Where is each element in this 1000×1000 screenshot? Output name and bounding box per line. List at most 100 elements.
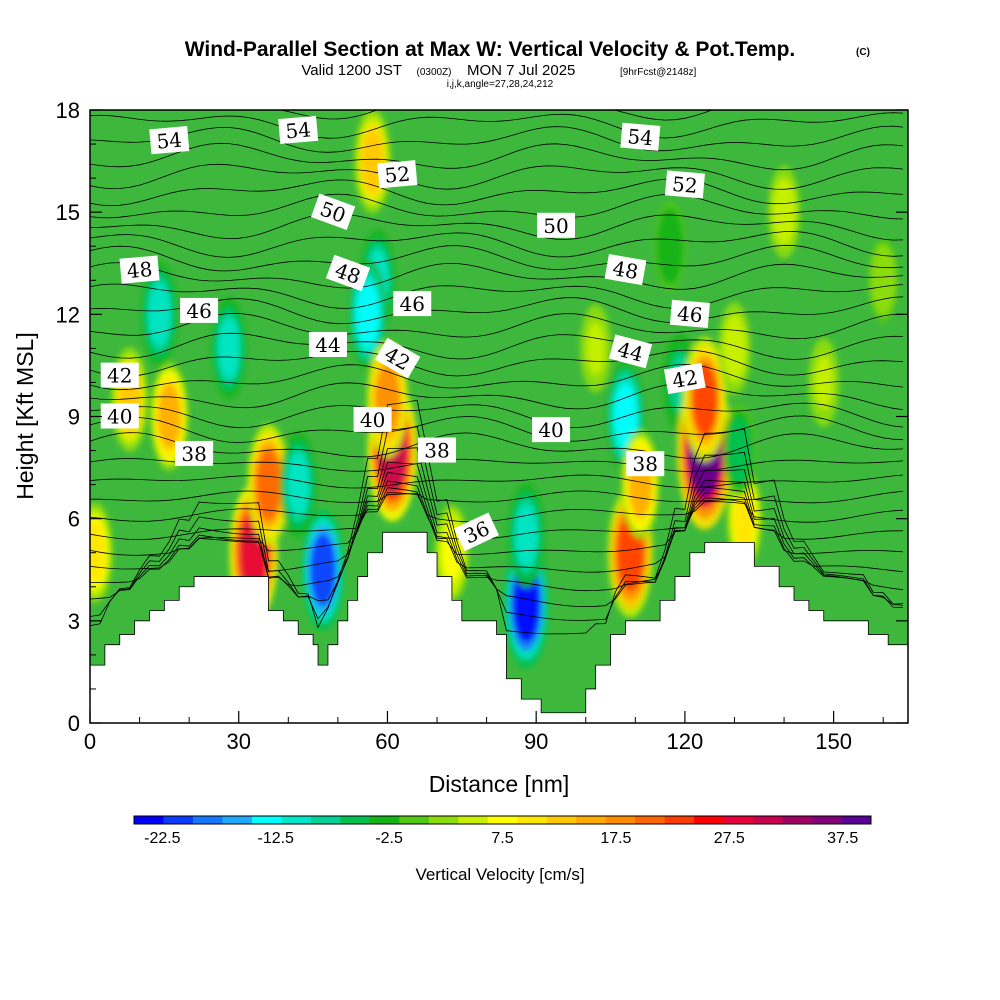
colorbar-frame [133, 815, 872, 825]
valid-time-prefix: Valid 1200 JST [301, 62, 402, 79]
colorbar-swatch [369, 816, 400, 824]
velocity-cell [774, 184, 794, 240]
contour-label-text: 54 [156, 128, 183, 154]
contour-label-text: 44 [315, 333, 340, 357]
contour-label-text: 40 [107, 405, 132, 429]
colorbar-label: Vertical Velocity [cm/s] [415, 865, 584, 884]
isentrope-line [90, 93, 903, 99]
isentrope-line [90, 178, 904, 207]
x-axis-label: Distance [nm] [429, 771, 570, 797]
contour-label-text: 52 [384, 162, 411, 188]
isentrope-line [90, 363, 904, 391]
colorbar-swatch [664, 816, 695, 824]
colorbar-swatch [635, 816, 666, 824]
isentrope-line [90, 480, 904, 556]
contour-label: 52 [664, 170, 705, 199]
contour-label-text: 42 [670, 365, 699, 393]
contour-label-text: 38 [424, 439, 449, 463]
contour-label-text: 46 [676, 301, 703, 327]
isentrope-line [90, 458, 904, 472]
contour-label: 42 [100, 362, 139, 388]
y-tick-label: 6 [68, 507, 80, 532]
velocity-cell [157, 384, 181, 449]
colorbar-swatch [782, 816, 813, 824]
contour-label-text: 40 [538, 418, 563, 442]
isentrope-line [90, 382, 904, 410]
copyright-mark: (C) [856, 47, 870, 58]
x-tick-label: 120 [667, 729, 704, 754]
x-tick-label: 90 [524, 729, 548, 754]
contour-label: 44 [608, 334, 653, 369]
y-tick-label: 9 [68, 405, 80, 430]
velocity-cell [218, 318, 240, 379]
isentrope-line [90, 193, 904, 220]
valid-time-utc: (0300Z) [416, 67, 451, 78]
contour-label: 40 [353, 406, 392, 432]
contour-label: 54 [278, 115, 319, 145]
isentrope-line [90, 213, 904, 241]
isentrope-line [90, 447, 904, 608]
contour-label: 50 [537, 212, 576, 238]
isentrope-line [90, 163, 904, 190]
colorbar-tick-label: -12.5 [257, 830, 294, 847]
colorbar-swatch [428, 816, 459, 824]
colorbar-swatch [723, 816, 754, 824]
colorbar-swatch [310, 816, 341, 824]
colorbar-swatch [281, 816, 312, 824]
isentrope-line [90, 402, 904, 429]
isentrope-line [90, 230, 904, 258]
contour-label: 48 [604, 253, 647, 286]
colorbar-tick-label: 27.5 [714, 830, 745, 847]
contour-label-text: 40 [360, 408, 385, 432]
colorbar-swatch [458, 816, 489, 824]
contour-label: 54 [620, 122, 661, 151]
colorbar-tick-label: -22.5 [144, 830, 181, 847]
y-tick-label: 3 [68, 609, 80, 634]
colorbar-swatch [134, 816, 164, 824]
y-axis-label: Height [Kft MSL] [12, 332, 38, 499]
isentrope-line [90, 296, 904, 325]
colorbar-swatch [163, 816, 194, 824]
colorbar-tick-label: 7.5 [491, 830, 513, 847]
contour-label: 42 [663, 362, 706, 395]
isentrope-line [90, 283, 904, 309]
contour-label-text: 38 [181, 442, 206, 466]
colorbar-tick-label: -2.5 [375, 830, 403, 847]
contour-label: 42 [374, 337, 421, 379]
y-tick-label: 0 [68, 711, 80, 736]
isentrope-line [90, 432, 904, 459]
contour-label: 48 [119, 255, 160, 284]
isentrope-line [90, 349, 904, 377]
contour-label: 46 [669, 299, 710, 328]
contour-label: 44 [308, 331, 347, 357]
colorbar-swatch [841, 816, 872, 824]
contour-label-text: 54 [284, 117, 311, 143]
isentrope-line [90, 312, 904, 340]
isentrope-line [90, 125, 904, 153]
colorbar-swatch [340, 816, 371, 824]
terrain [90, 531, 908, 723]
contour-label-text: 50 [543, 214, 568, 238]
colorbar-swatch [192, 816, 223, 824]
contour-label: 46 [393, 291, 432, 317]
isentrope-line [90, 112, 904, 139]
x-tick-label: 60 [375, 729, 399, 754]
colorbar-swatch [517, 816, 548, 824]
contour-label: 52 [377, 160, 418, 189]
contour-label: 38 [175, 440, 214, 466]
velocity-cell [287, 453, 310, 516]
colorbar-swatch [812, 816, 842, 824]
contour-label: 40 [532, 417, 571, 443]
x-tick-label: 150 [815, 729, 852, 754]
forecast-info: [9hrFcst@2148z] [620, 67, 697, 78]
isentrope-line [90, 490, 904, 504]
colorbar-swatch [605, 816, 636, 824]
y-tick-label: 15 [56, 200, 80, 225]
colorbar-swatch [546, 816, 577, 824]
y-tick-label: 18 [56, 98, 80, 123]
colorbar-swatch [487, 816, 518, 824]
isentrope-line [90, 262, 904, 290]
velocity-cell [361, 129, 384, 193]
